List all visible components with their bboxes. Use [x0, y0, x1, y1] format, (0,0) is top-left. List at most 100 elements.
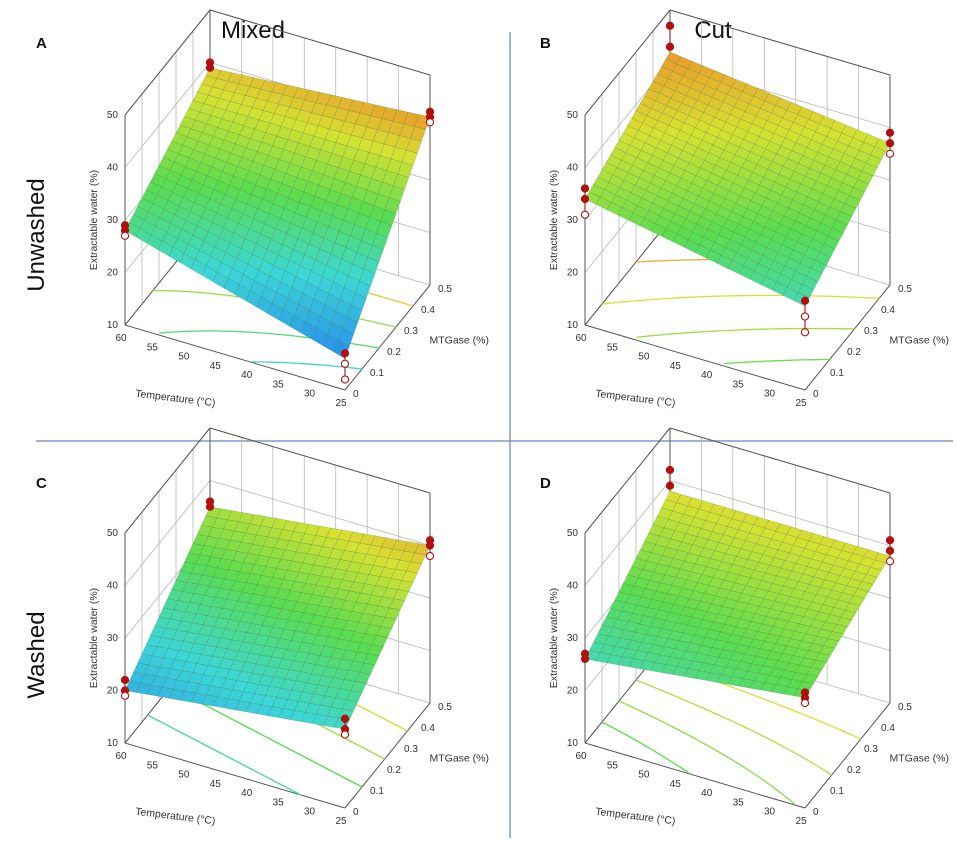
x-tick-label: 60: [575, 333, 587, 344]
design-point: [580, 210, 590, 219]
design-point: [425, 551, 435, 561]
z-tick-label: 30: [567, 215, 579, 226]
y-axis-label: MTGase (%): [430, 335, 490, 347]
z-axis-ticks: 10 20 30 40 50: [107, 528, 119, 749]
x-tick-label: 50: [638, 352, 650, 363]
x-tick-label: 50: [178, 352, 190, 363]
z-axis-label: Extractable water (%): [548, 170, 560, 270]
x-tick-label: 45: [210, 779, 222, 790]
design-points: [120, 58, 435, 384]
row-header-washed: Washed: [23, 611, 50, 698]
x-axis-ticks: 60 55 50 45 40 35 30 25: [115, 333, 347, 409]
z-tick-label: 10: [567, 738, 579, 749]
design-point: [800, 296, 810, 305]
y-axis-ticks: 0 0.10.20.30.40.5: [813, 702, 912, 818]
y-tick-label: 0.5: [438, 284, 452, 295]
design-point: [665, 481, 675, 490]
z-axis-ticks: 10 20 30 40 50: [567, 110, 579, 331]
design-point: [800, 312, 810, 321]
z-tick-label: 10: [567, 320, 579, 331]
x-tick-label: 50: [178, 770, 190, 781]
y-tick-label: 0.2: [387, 765, 401, 776]
x-axis-ticks: 60 55 50 45 40 35 30 25: [575, 751, 807, 827]
z-tick-label: 40: [107, 581, 119, 592]
y-tick-label: 0.3: [864, 326, 878, 337]
design-points: [120, 497, 435, 739]
design-point: [885, 536, 895, 545]
design-point: [340, 349, 350, 358]
z-tick-label: 20: [567, 268, 579, 279]
x-tick-label: 55: [147, 342, 159, 353]
y-tick-label: 0.5: [898, 284, 912, 295]
x-tick-label: 25: [795, 398, 807, 409]
y-tick-label: 0.1: [830, 368, 844, 379]
panel-c: C 10 20 30 40 50 Extractable water (%) 60 55 50 45…: [36, 427, 490, 828]
x-tick-label: 25: [335, 398, 347, 409]
x-axis-ticks: 60 55 50 45 40 35 30 25: [575, 333, 807, 409]
x-tick-label: 30: [764, 807, 776, 818]
floor-contours: [601, 258, 880, 365]
design-point: [580, 184, 590, 193]
panel-a: A 10 20 30 40 50 Extractable water (%) 60 55 50 45…: [36, 9, 490, 410]
design-point: [665, 465, 675, 475]
x-tick-label: 60: [115, 333, 127, 344]
y-axis-label: MTGase (%): [430, 753, 490, 765]
design-point: [665, 42, 675, 51]
y-axis-label: MTGase (%): [890, 335, 950, 347]
y-tick-label: 0.3: [864, 744, 878, 755]
z-tick-label: 20: [567, 686, 579, 697]
y-axis-ticks: 0 0.10.20.30.40.5: [813, 284, 912, 400]
design-point: [580, 654, 590, 664]
z-axis-label: Extractable water (%): [548, 588, 560, 688]
design-point: [120, 221, 130, 230]
design-point: [340, 375, 350, 384]
y-tick-label: 0.2: [847, 765, 861, 776]
z-tick-label: 30: [107, 633, 119, 644]
x-tick-label: 35: [733, 379, 745, 390]
design-point: [205, 63, 215, 72]
x-tick-label: 35: [273, 797, 285, 808]
z-axis-label: Extractable water (%): [88, 588, 100, 688]
design-points: [580, 21, 895, 337]
x-tick-label: 30: [304, 389, 316, 400]
x-tick-label: 55: [607, 342, 619, 353]
x-tick-label: 40: [241, 788, 253, 799]
z-tick-label: 50: [107, 110, 119, 121]
x-tick-label: 45: [210, 361, 222, 372]
row-header-unwashed: Unwashed: [23, 178, 50, 291]
y-tick-label: 0.5: [438, 702, 452, 713]
panel-label: B: [540, 35, 551, 52]
response-surface: [124, 67, 431, 359]
z-tick-label: 30: [567, 633, 579, 644]
design-points: [580, 465, 895, 708]
x-tick-label: 45: [670, 779, 682, 790]
y-tick-label: 0.2: [847, 347, 861, 358]
y-tick-label: 0.3: [404, 326, 418, 337]
x-tick-label: 30: [304, 807, 316, 818]
x-tick-label: 25: [335, 816, 347, 827]
design-point: [885, 149, 895, 158]
x-axis-label: Temperature (°C): [135, 806, 217, 828]
x-tick-label: 60: [575, 751, 587, 762]
design-point: [205, 502, 215, 511]
y-tick-label: 0.1: [830, 786, 844, 797]
x-tick-label: 45: [670, 361, 682, 372]
x-tick-label: 30: [764, 389, 776, 400]
x-axis-label: Temperature (°C): [595, 806, 677, 828]
y-tick-label: 0.4: [881, 723, 895, 734]
y-tick-label: 0: [353, 807, 359, 818]
z-tick-label: 10: [107, 738, 119, 749]
x-axis-label: Temperature (°C): [135, 388, 217, 410]
panel-b: B 10 20 30 40 50 Extractable water (%) 60 55 50 45…: [540, 9, 950, 409]
y-tick-label: 0.4: [421, 305, 435, 316]
x-axis-ticks: 60 55 50 45 40 35 30 25: [115, 751, 347, 827]
design-point: [885, 139, 895, 148]
design-point: [340, 359, 350, 368]
column-header-mixed: Mixed: [221, 17, 285, 44]
column-header-cut: Cut: [694, 17, 732, 44]
y-tick-label: 0: [353, 389, 359, 400]
z-tick-label: 40: [567, 163, 579, 174]
z-axis-ticks: 10 20 30 40 50: [567, 528, 579, 749]
design-point: [120, 231, 130, 240]
